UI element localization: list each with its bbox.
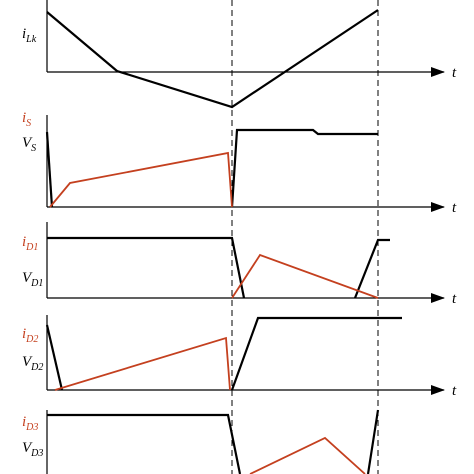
waveform xyxy=(45,131,54,208)
signal-label: VD3 xyxy=(22,440,43,459)
signal-symbol: i xyxy=(22,414,26,430)
axis-label: t xyxy=(452,200,457,216)
signal-subscript: D1 xyxy=(30,278,43,289)
signal-label: VD1 xyxy=(22,270,43,289)
axis-label: t xyxy=(452,65,457,81)
signal-label: iD1 xyxy=(22,234,38,253)
waveform xyxy=(353,238,390,299)
signal-label: VD2 xyxy=(22,354,43,373)
waveform xyxy=(47,236,246,299)
signal-label: iS xyxy=(22,110,31,129)
signal-symbol: V xyxy=(22,440,33,456)
waveform xyxy=(47,413,242,474)
axis-label: t xyxy=(452,383,457,399)
waveform xyxy=(231,253,379,299)
signal-subscript: D2 xyxy=(30,362,43,373)
signal-label: iD3 xyxy=(22,414,38,433)
waveform xyxy=(49,151,233,208)
signal-subscript: D3 xyxy=(25,422,38,433)
signal-subscript: D3 xyxy=(30,448,43,459)
axis-label: t xyxy=(452,291,457,307)
signal-symbol: i xyxy=(22,110,26,126)
waveform xyxy=(249,436,366,474)
waveform xyxy=(230,316,402,391)
signal-symbol: i xyxy=(22,234,26,250)
signal-symbol: V xyxy=(22,135,33,151)
signal-label: VS xyxy=(22,135,36,154)
waveform xyxy=(45,324,64,391)
signal-subscript: Lk xyxy=(25,34,37,45)
signal-symbol: V xyxy=(22,270,33,286)
signal-symbol: i xyxy=(22,26,26,42)
signal-subscript: D1 xyxy=(25,242,38,253)
waveform xyxy=(46,9,379,109)
signal-subscript: S xyxy=(26,118,31,129)
signal-symbol: V xyxy=(22,354,33,370)
signal-subscript: D2 xyxy=(25,334,38,345)
signal-label: iLk xyxy=(22,26,37,45)
waveform xyxy=(366,409,380,474)
signal-label: iD2 xyxy=(22,326,38,345)
signal-symbol: i xyxy=(22,326,26,342)
signal-subscript: S xyxy=(31,143,36,154)
waveform xyxy=(54,336,231,391)
waveform xyxy=(230,128,378,208)
